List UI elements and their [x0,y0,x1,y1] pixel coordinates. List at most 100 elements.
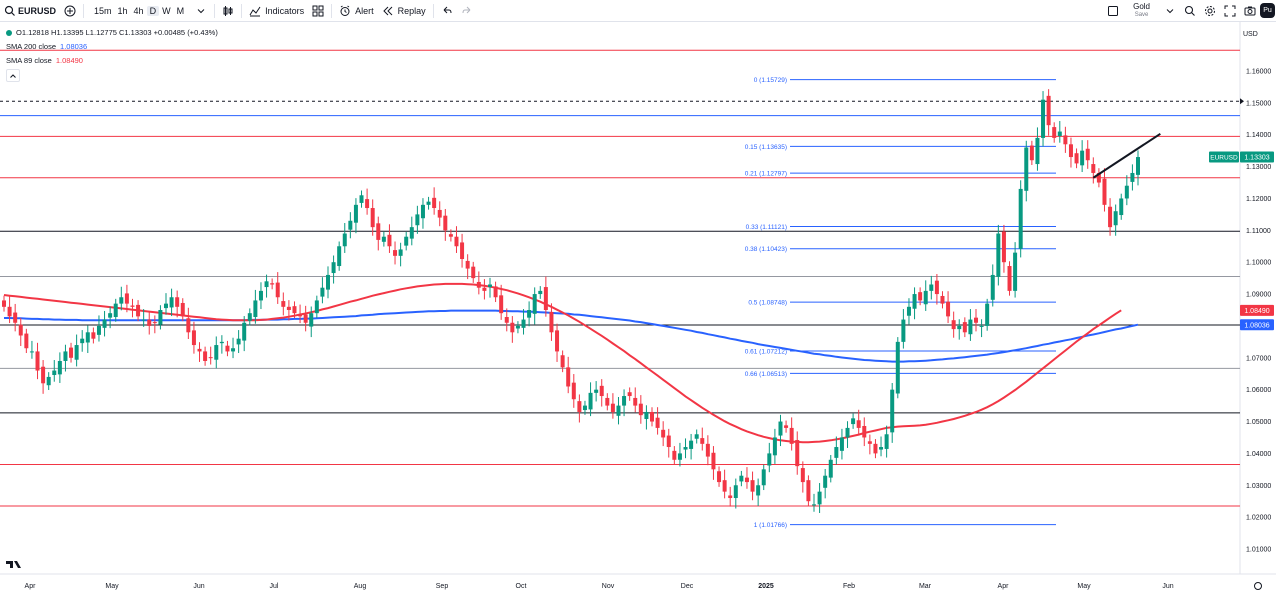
candle-body [1063,135,1068,145]
interval-m[interactable]: M [176,5,185,16]
fib-level-label: 0 (1.15729) [754,77,787,84]
sma200-row[interactable]: SMA 200 close 1.08036 [6,40,218,54]
time-tick-label: May [1077,583,1091,590]
axis-settings-icon[interactable] [1254,582,1262,590]
interval-4h[interactable]: 4h [133,5,144,16]
candle-body [739,475,744,482]
candle-body [85,332,90,343]
interval-1h[interactable]: 1h [117,5,128,16]
chart-type-button[interactable] [218,0,238,21]
price-chart[interactable]: USD 1.16000 1.15000 1.14000 1.13000 1.12000 1.… [0,22,1276,594]
price-tick-label: 1.11000 [1246,228,1271,235]
candle-body [91,332,96,339]
compare-button[interactable] [60,0,80,21]
interval-15m[interactable]: 15m [94,5,112,16]
candle-body [856,420,861,428]
candle-body [923,290,928,305]
replay-button[interactable]: Replay [378,0,430,21]
sma89-value: 1.08490 [55,56,83,65]
candle-body [337,246,342,267]
candle-body [191,330,196,346]
candle-body [599,385,604,397]
time-tick-label: Mar [919,583,932,590]
sma89-line[interactable] [3,282,1122,444]
square-icon [1108,5,1119,16]
time-tick-label: Jul [270,583,279,590]
redo-button[interactable] [457,0,477,21]
fullscreen-button[interactable] [1220,0,1240,21]
candle-body [180,302,185,317]
interval-w[interactable]: W [162,5,171,16]
candle-body [767,453,772,466]
interval-group: 15m 1h 4h D W M [87,0,191,21]
trendline[interactable] [1092,132,1161,179]
candle-body [236,338,241,345]
candle-body [1119,198,1124,216]
candle-body [756,485,761,496]
candle-body [309,313,314,327]
candle-body [1001,231,1006,263]
candle-body [879,447,884,450]
candle-body [219,341,224,344]
fib-level-label: 0.21 (1.12797) [745,171,787,178]
candle-body [806,480,811,502]
publish-button[interactable]: Pu [1260,3,1275,18]
undo-button[interactable] [437,0,457,21]
fib-level-label: 0.33 (1.11121) [746,224,787,231]
symbol-search[interactable]: EURUSD [0,0,60,21]
alert-label: Alert [355,5,374,16]
save-subtitle: Save [1134,11,1149,18]
alert-button[interactable]: Alert [335,0,378,21]
candle-body [1035,137,1040,165]
snapshot-button[interactable] [1240,0,1260,21]
candle-body [108,313,113,318]
save-title: Gold [1133,1,1150,11]
layouts-button[interactable] [308,0,328,21]
save-button[interactable]: Gold Save [1133,1,1150,19]
candle-body [1085,148,1090,161]
candle-body [203,351,208,361]
candle-body [298,315,303,317]
candle-body [650,411,654,422]
candle-body [549,311,554,333]
candle-body [258,290,263,301]
alarm-clock-icon [340,5,350,16]
sma200-price-tag-bg [1240,319,1274,331]
save-dropdown[interactable] [1160,0,1180,21]
indicators-button[interactable]: Indicators [245,0,308,21]
candle-body [918,292,923,301]
candle-body [655,417,660,428]
candle-body [906,306,911,316]
quick-search-button[interactable] [1180,0,1200,21]
candle-body [164,303,168,309]
sma89-row[interactable]: SMA 89 close 1.08490 [6,54,218,68]
time-tick-label: Feb [843,583,855,590]
legend-collapse-button[interactable] [6,69,20,82]
last-price-tag: 1.13303 [1244,154,1269,161]
candle-body [443,215,448,231]
settings-button[interactable] [1200,0,1220,21]
interval-dropdown[interactable] [191,0,211,21]
sma200-line[interactable] [4,309,1139,363]
candle-body [594,389,599,393]
currency-label: USD [1243,31,1258,38]
candle-body [951,320,956,330]
price-tick-label: 1.06000 [1246,387,1271,394]
ohlc-row: O1.12818 H1.13395 L1.12775 C1.13303 +0.0… [6,26,218,40]
interval-d[interactable]: D [146,5,160,16]
layout-button[interactable] [1103,0,1123,21]
candle-body [381,236,386,242]
candle-body [409,227,414,239]
candle-body [119,297,124,304]
candle-body [1074,153,1079,164]
candle-body [1018,188,1023,249]
candle-body [365,199,370,209]
fib-level-label: 0.15 (1.13635) [745,144,787,151]
candle-body [393,250,398,256]
candle-body [543,287,548,310]
candle-body [700,438,705,444]
price-tick-label: 1.14000 [1246,132,1271,139]
candle-body [705,443,710,457]
candle-body [610,403,615,412]
candle-body [862,425,867,438]
